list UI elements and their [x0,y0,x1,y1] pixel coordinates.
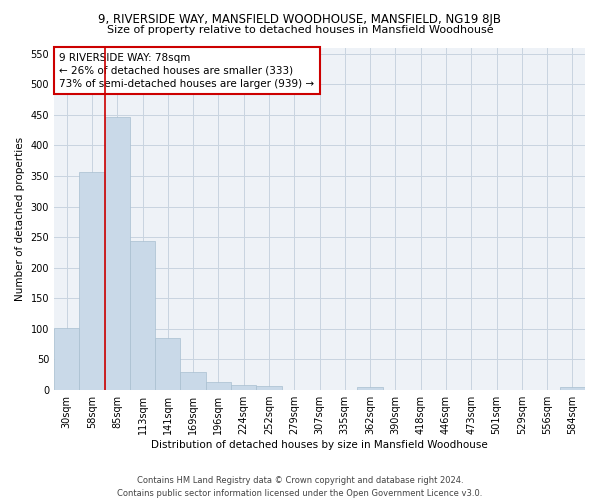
Bar [79,172,104,390]
Bar [104,116,130,390]
Bar [54,328,79,390]
Bar [130,242,155,390]
Bar [560,387,585,390]
Bar [358,387,383,390]
Text: Contains HM Land Registry data © Crown copyright and database right 2024.
Contai: Contains HM Land Registry data © Crown c… [118,476,482,498]
Bar [206,382,231,390]
Y-axis label: Number of detached properties: Number of detached properties [15,136,25,301]
Bar [155,338,181,390]
Bar [181,372,206,390]
Text: 9 RIVERSIDE WAY: 78sqm
← 26% of detached houses are smaller (333)
73% of semi-de: 9 RIVERSIDE WAY: 78sqm ← 26% of detached… [59,52,314,89]
X-axis label: Distribution of detached houses by size in Mansfield Woodhouse: Distribution of detached houses by size … [151,440,488,450]
Text: 9, RIVERSIDE WAY, MANSFIELD WOODHOUSE, MANSFIELD, NG19 8JB: 9, RIVERSIDE WAY, MANSFIELD WOODHOUSE, M… [98,12,502,26]
Text: Size of property relative to detached houses in Mansfield Woodhouse: Size of property relative to detached ho… [107,25,493,35]
Bar [231,384,256,390]
Bar [256,386,281,390]
